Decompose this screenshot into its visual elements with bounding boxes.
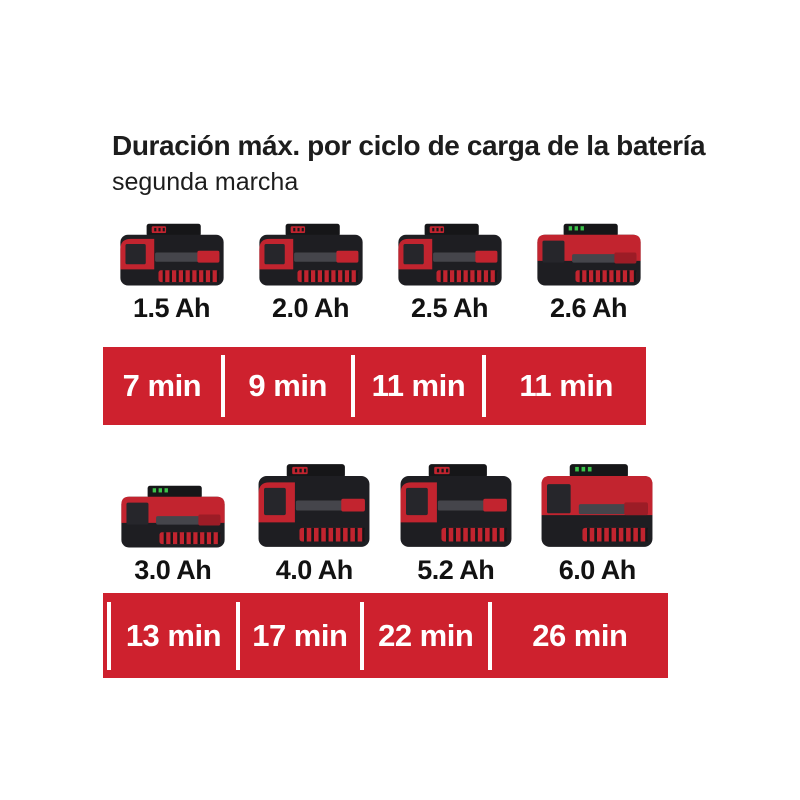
battery-capacity-label: 2.5 Ah — [410, 293, 489, 323]
page-subtitle: segunda marcha — [112, 168, 299, 196]
duration-value: 7 min — [122, 368, 202, 403]
bar-divider — [220, 354, 225, 418]
duration-bar-2: 13 min 17 min 22 min 26 min — [103, 593, 668, 678]
duration-bar-1: 7 min 9 min 11 min 11 min — [103, 347, 646, 425]
battery-icon — [394, 222, 506, 288]
page-title: Duración máx. por ciclo de carga de la b… — [112, 130, 706, 161]
duration-value: 11 min — [519, 368, 613, 403]
battery-icon — [396, 462, 516, 550]
battery-capacity-label: 2.6 Ah — [549, 293, 628, 323]
battery-capacity-label: 1.5 Ah — [132, 293, 211, 323]
duration-value: 17 min — [252, 617, 348, 653]
battery-row-1: 1.5 Ah 2.0 Ah 2.5 Ah 2.6 Ah — [102, 220, 658, 324]
bar-divider — [359, 601, 364, 670]
battery-icon — [117, 484, 229, 550]
bar-divider — [350, 354, 355, 418]
duration-value: 11 min — [371, 368, 466, 403]
duration-value: 9 min — [248, 368, 327, 403]
battery-capacity-label: 6.0 Ah — [558, 555, 637, 585]
bar-divider — [235, 601, 240, 670]
battery-item-4-0ah: 4.0 Ah — [244, 450, 386, 586]
battery-item-5-2ah: 5.2 Ah — [385, 450, 527, 586]
duration-value: 13 min — [125, 617, 222, 653]
battery-item-1-5ah: 1.5 Ah — [102, 220, 241, 324]
bar-divider — [107, 601, 111, 670]
battery-item-2-0ah: 2.0 Ah — [241, 220, 380, 324]
battery-item-2-5ah: 2.5 Ah — [380, 220, 519, 324]
battery-item-6-0ah: 6.0 Ah — [527, 450, 669, 586]
bar-divider — [487, 601, 492, 670]
duration-value: 22 min — [378, 617, 474, 653]
bar-divider — [482, 354, 487, 418]
battery-capacity-label: 3.0 Ah — [134, 555, 212, 585]
battery-icon — [537, 462, 657, 550]
battery-icon — [116, 222, 228, 288]
battery-icon — [255, 222, 367, 288]
battery-capacity-label: 5.2 Ah — [417, 555, 495, 585]
duration-value: 26 min — [532, 617, 628, 653]
battery-icon — [254, 462, 374, 550]
battery-capacity-label: 2.0 Ah — [271, 293, 350, 323]
battery-icon — [533, 222, 645, 288]
battery-item-2-6ah: 2.6 Ah — [519, 220, 658, 324]
battery-capacity-label: 4.0 Ah — [275, 555, 354, 585]
battery-item-3-0ah: 3.0 Ah — [102, 450, 244, 586]
battery-row-2: 3.0 Ah 4.0 Ah 5.2 Ah 6.0 Ah — [102, 450, 668, 586]
